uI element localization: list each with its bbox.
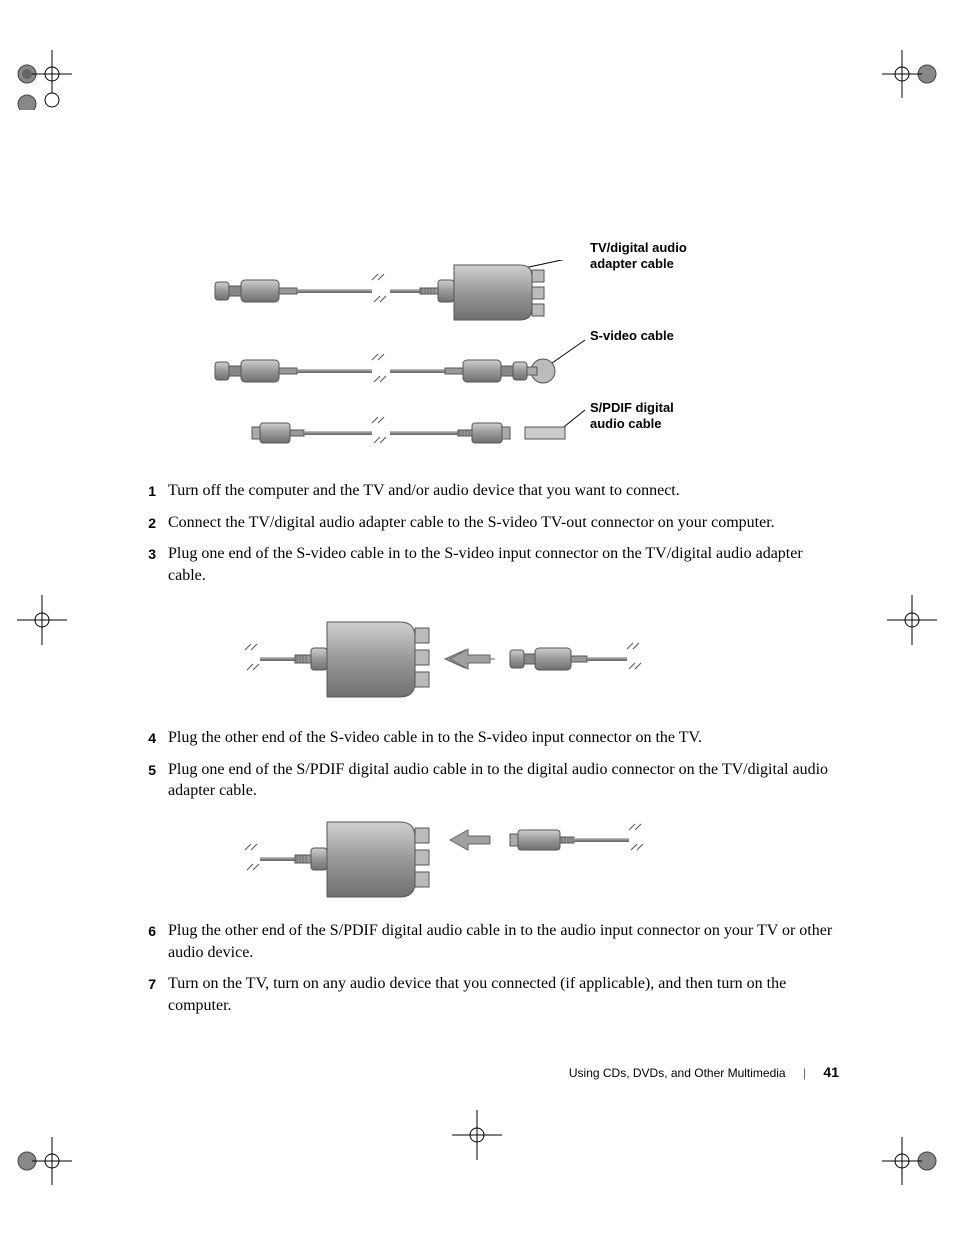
step-4: 4 Plug the other end of the S-video cabl… bbox=[140, 727, 840, 749]
cable-label-adapter: TV/digital audio adapter cable bbox=[590, 240, 710, 271]
step-number: 2 bbox=[140, 512, 168, 534]
step-7: 7 Turn on the TV, turn on any audio devi… bbox=[140, 973, 840, 1016]
cable-label-svideo: S-video cable bbox=[590, 328, 710, 344]
step-number: 5 bbox=[140, 759, 168, 802]
diagram-cables-overview bbox=[210, 260, 590, 465]
registration-mark bbox=[447, 1105, 507, 1165]
step-text: Turn off the computer and the TV and/or … bbox=[168, 480, 840, 502]
step-text: Connect the TV/digital audio adapter cab… bbox=[168, 512, 840, 534]
step-number: 7 bbox=[140, 973, 168, 1016]
step-6: 6 Plug the other end of the S/PDIF digit… bbox=[140, 920, 840, 963]
step-text: Turn on the TV, turn on any audio device… bbox=[168, 973, 840, 1016]
step-3: 3 Plug one end of the S-video cable in t… bbox=[140, 543, 840, 586]
page-footer: Using CDs, DVDs, and Other Multimedia | … bbox=[569, 1064, 839, 1080]
footer-section: Using CDs, DVDs, and Other Multimedia bbox=[569, 1066, 786, 1080]
step-text: Plug the other end of the S/PDIF digital… bbox=[168, 920, 840, 963]
step-number: 1 bbox=[140, 480, 168, 502]
step-1: 1 Turn off the computer and the TV and/o… bbox=[140, 480, 840, 502]
step-2: 2 Connect the TV/digital audio adapter c… bbox=[140, 512, 840, 534]
registration-mark bbox=[12, 1125, 72, 1185]
page-number: 41 bbox=[823, 1064, 839, 1080]
step-text: Plug one end of the S-video cable in to … bbox=[168, 543, 840, 586]
footer-separator: | bbox=[803, 1066, 806, 1080]
diagram-svideo-connection bbox=[240, 610, 650, 715]
step-number: 6 bbox=[140, 920, 168, 963]
registration-mark bbox=[12, 590, 72, 650]
registration-mark bbox=[882, 590, 942, 650]
registration-mark bbox=[882, 1125, 942, 1185]
step-number: 4 bbox=[140, 727, 168, 749]
step-5: 5 Plug one end of the S/PDIF digital aud… bbox=[140, 759, 840, 802]
step-text: Plug one end of the S/PDIF digital audio… bbox=[168, 759, 840, 802]
registration-mark bbox=[882, 50, 942, 110]
registration-mark bbox=[12, 50, 72, 110]
step-text: Plug the other end of the S-video cable … bbox=[168, 727, 840, 749]
diagram-spdif-connection bbox=[240, 810, 660, 915]
cable-label-spdif: S/PDIF digital audio cable bbox=[590, 400, 710, 431]
step-number: 3 bbox=[140, 543, 168, 586]
